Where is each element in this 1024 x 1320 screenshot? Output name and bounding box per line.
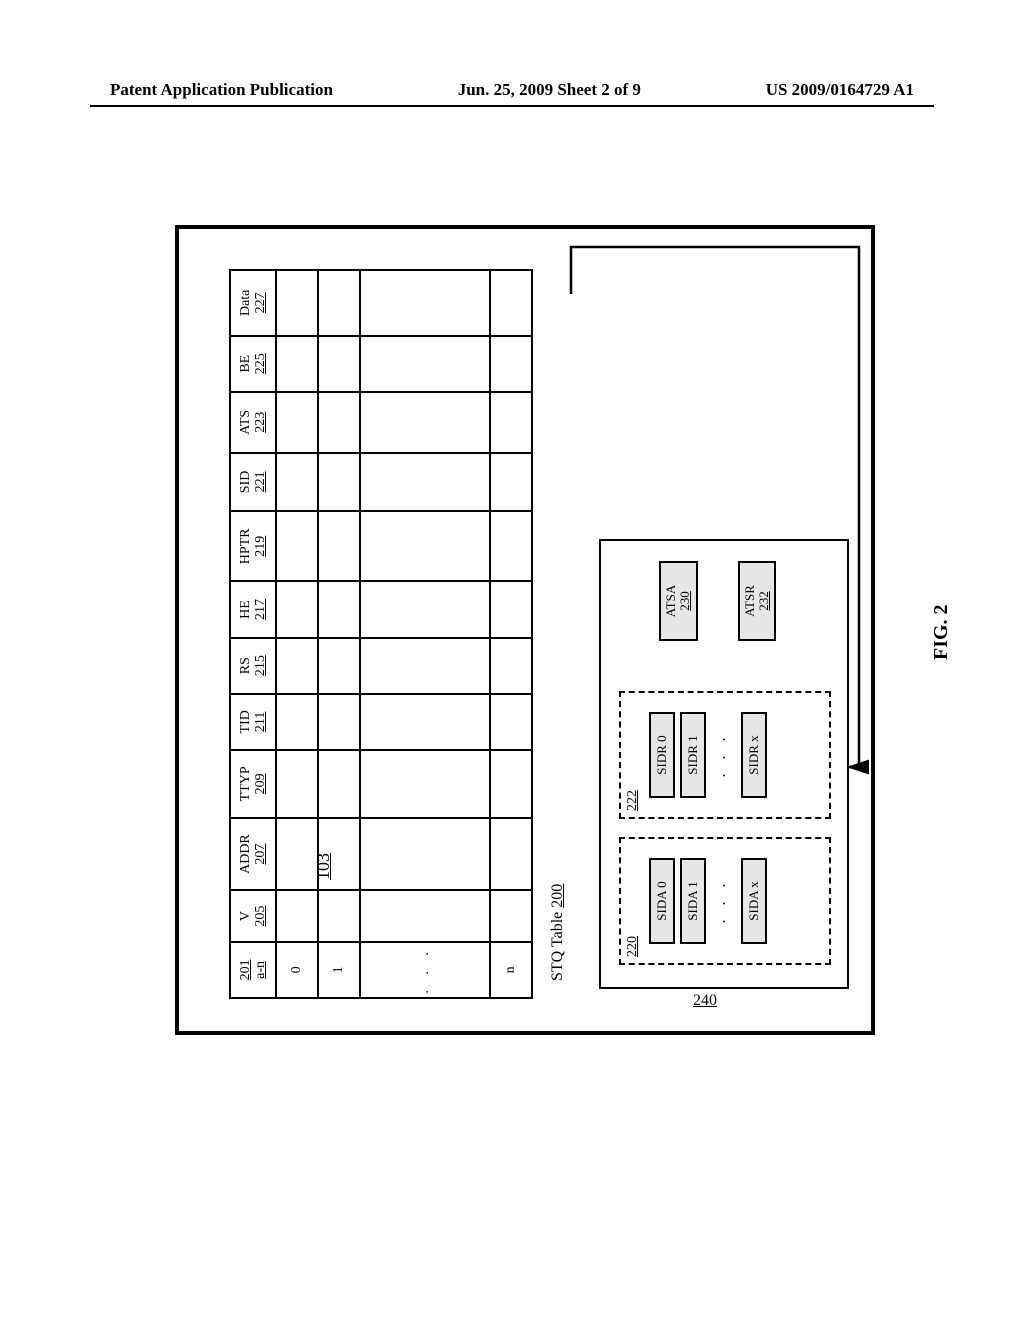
col-v: V205 (230, 890, 276, 941)
cell (360, 818, 490, 891)
sidr-ellipsis: . . . (706, 699, 736, 811)
cell (490, 453, 532, 512)
atsr-box: ATSR 232 (738, 561, 777, 641)
sidr-ref: 222 (625, 790, 641, 811)
col-ttyp: TTYP209 (230, 750, 276, 818)
util-ref-240: 240 (693, 992, 717, 1010)
cell (276, 392, 318, 453)
cell (490, 336, 532, 392)
header-mid: Jun. 25, 2009 Sheet 2 of 9 (458, 80, 641, 100)
col-he: HE217 (230, 581, 276, 637)
cell (360, 750, 490, 818)
stq-body: 01. . .n (276, 270, 532, 998)
sida-ellipsis: . . . (706, 845, 736, 957)
cell: 1 (318, 942, 360, 998)
cell (360, 270, 490, 336)
cell (318, 392, 360, 453)
figure-label: FIG. 2 (930, 604, 953, 660)
figure-2: 103 STQ Table 200 201a-nV205ADDR207TTYP2… (175, 225, 875, 1035)
cell (318, 890, 360, 941)
cell (318, 453, 360, 512)
header-right: US 2009/0164729 A1 (766, 80, 914, 100)
cell (360, 890, 490, 941)
cell (490, 511, 532, 581)
cell (360, 638, 490, 694)
cell (276, 694, 318, 750)
col-hptr: HPTR219 (230, 511, 276, 581)
col-data: Data227 (230, 270, 276, 336)
atsr-ref: 232 (756, 591, 771, 611)
cell (490, 750, 532, 818)
cell (318, 511, 360, 581)
ats-pair: ATSA 230 ATSR 232 (659, 561, 816, 641)
col-ats: ATS223 (230, 392, 276, 453)
cell (276, 581, 318, 637)
atsa-box: ATSA 230 (659, 561, 698, 641)
sidr-group: 222 SIDR 0 SIDR 1 . . . SIDR x (619, 691, 831, 819)
header-left: Patent Application Publication (110, 80, 333, 100)
sida-0: SIDA 0 (649, 858, 675, 944)
outer-box: STQ Table 200 201a-nV205ADDR207TTYP209TI… (175, 225, 875, 1035)
sida-1: SIDA 1 (680, 858, 706, 944)
col-idx: 201a-n (230, 942, 276, 998)
cell (360, 392, 490, 453)
atsa-ref: 230 (677, 591, 692, 611)
cell (360, 453, 490, 512)
stq-table-title: STQ Table 200 (549, 884, 567, 981)
cell (276, 270, 318, 336)
cell (318, 694, 360, 750)
cell (318, 581, 360, 637)
col-be: BE225 (230, 336, 276, 392)
sidr-0: SIDR 0 (649, 712, 675, 798)
cell (276, 511, 318, 581)
sida-x: SIDA x (741, 858, 767, 944)
cell (276, 818, 318, 891)
stq-table: 201a-nV205ADDR207TTYP209TID211RS215HE217… (229, 269, 533, 999)
cell (490, 638, 532, 694)
cell (276, 750, 318, 818)
cell: 0 (276, 942, 318, 998)
atsa-label: ATSA (663, 585, 678, 618)
sidr-1: SIDR 1 (680, 712, 706, 798)
table-row: 1 (318, 270, 360, 998)
cell (490, 270, 532, 336)
col-sid: SID221 (230, 453, 276, 512)
cell (360, 336, 490, 392)
cell (490, 890, 532, 941)
cell (490, 581, 532, 637)
table-row: . . . (360, 270, 490, 998)
cell: . . . (360, 942, 490, 998)
cell (318, 336, 360, 392)
sidr-x: SIDR x (741, 712, 767, 798)
cell (276, 453, 318, 512)
cell (490, 818, 532, 891)
cell (276, 638, 318, 694)
stq-title-ref: 200 (549, 884, 566, 908)
cell (318, 270, 360, 336)
cell (360, 581, 490, 637)
sida-group: 220 SIDA 0 SIDA 1 . . . SIDA x (619, 837, 831, 965)
cell (276, 336, 318, 392)
cell (318, 638, 360, 694)
header-rule (90, 105, 934, 107)
col-tid: TID211 (230, 694, 276, 750)
sida-ref: 220 (625, 936, 641, 957)
utility-box-240: 240 220 SIDA 0 SIDA 1 . . . SIDA x 222 S… (599, 539, 849, 989)
table-row: n (490, 270, 532, 998)
cell (360, 511, 490, 581)
cell (490, 694, 532, 750)
col-rs: RS215 (230, 638, 276, 694)
stq-title-text: STQ Table (549, 912, 566, 981)
cell: n (490, 942, 532, 998)
stq-header-row: 201a-nV205ADDR207TTYP209TID211RS215HE217… (230, 270, 276, 998)
table-row: 0 (276, 270, 318, 998)
cell (490, 392, 532, 453)
col-addr: ADDR207 (230, 818, 276, 891)
atsr-label: ATSR (742, 585, 757, 617)
cell (276, 890, 318, 941)
cell (318, 750, 360, 818)
cell (318, 818, 360, 891)
cell (360, 694, 490, 750)
page-header: Patent Application Publication Jun. 25, … (0, 80, 1024, 100)
